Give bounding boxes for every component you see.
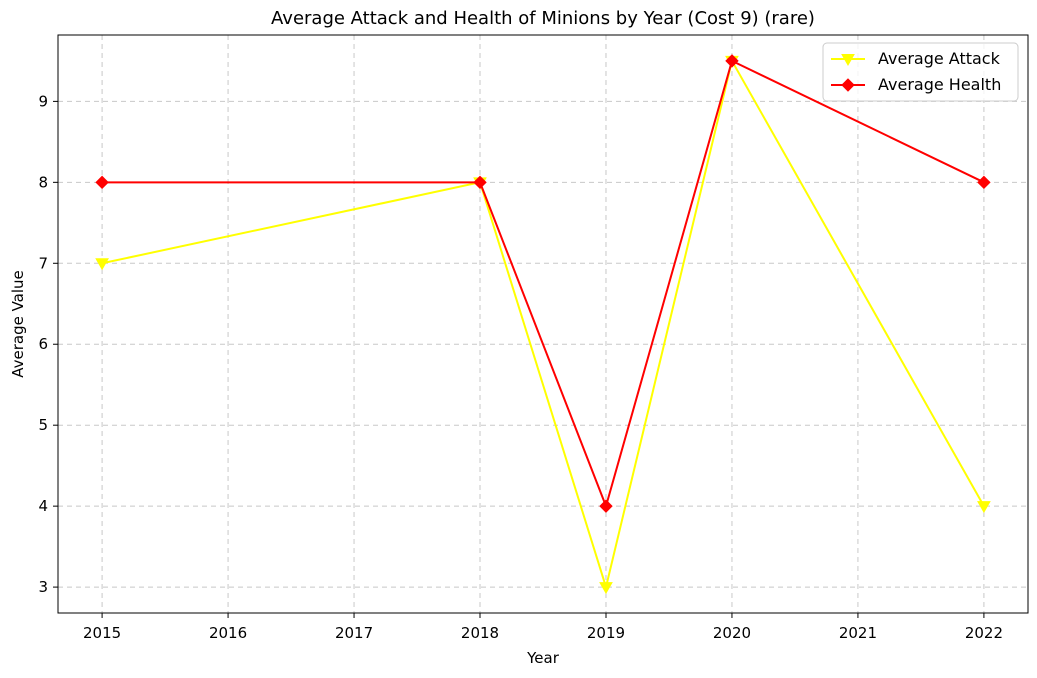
y-tick-label: 9: [38, 92, 48, 110]
y-tick-label: 8: [38, 173, 48, 191]
data-point-diamond: [977, 175, 991, 190]
legend: Average Attack Average Health: [822, 42, 1019, 102]
legend-label: Average Health: [878, 75, 1001, 94]
y-tick-label: 6: [38, 335, 48, 353]
x-axis: 2015 2016 2017 2018 2019 2020 2021 2022: [83, 613, 1003, 642]
series-line: [101, 58, 985, 591]
x-tick-label: 2021: [839, 624, 877, 642]
x-tick-label: 2022: [965, 624, 1003, 642]
x-tick-label: 2016: [209, 624, 247, 642]
grid: [58, 35, 1028, 613]
data-point-triangle: [599, 582, 613, 595]
y-tick-label: 4: [38, 497, 48, 515]
data-point-diamond: [725, 54, 739, 68]
series-line: [102, 59, 985, 510]
legend-box: [822, 42, 1019, 102]
y-axis: 3 4 5 6 7 8 9: [38, 92, 58, 596]
series-average-health: [95, 54, 991, 513]
x-tick-label: 2017: [335, 624, 373, 642]
data-point-diamond: [95, 175, 109, 190]
y-tick-label: 5: [38, 416, 48, 434]
y-tick-label: 3: [38, 578, 48, 596]
series-layer: [95, 54, 991, 595]
legend-item: Average Health: [831, 75, 1001, 94]
series-average-attack: [95, 55, 991, 595]
data-point-diamond: [841, 78, 855, 92]
y-axis-label: Average Value: [9, 270, 27, 378]
x-tick-label: 2015: [83, 624, 121, 642]
data-point-triangle: [977, 501, 991, 514]
data-point-triangle: [95, 258, 109, 271]
chart-title: Average Attack and Health of Minions by …: [271, 8, 815, 29]
data-point-diamond: [599, 499, 613, 513]
legend-label: Average Attack: [878, 49, 1001, 68]
legend-item: Average Attack: [831, 49, 1001, 68]
data-point-diamond: [473, 175, 487, 190]
x-tick-label: 2018: [461, 624, 499, 642]
plot-area: [57, 34, 1029, 614]
x-axis-label: Year: [526, 649, 560, 667]
x-tick-label: 2019: [587, 624, 625, 642]
data-point-triangle: [841, 54, 855, 67]
x-tick-label: 2020: [713, 624, 751, 642]
y-tick-label: 7: [38, 254, 48, 272]
